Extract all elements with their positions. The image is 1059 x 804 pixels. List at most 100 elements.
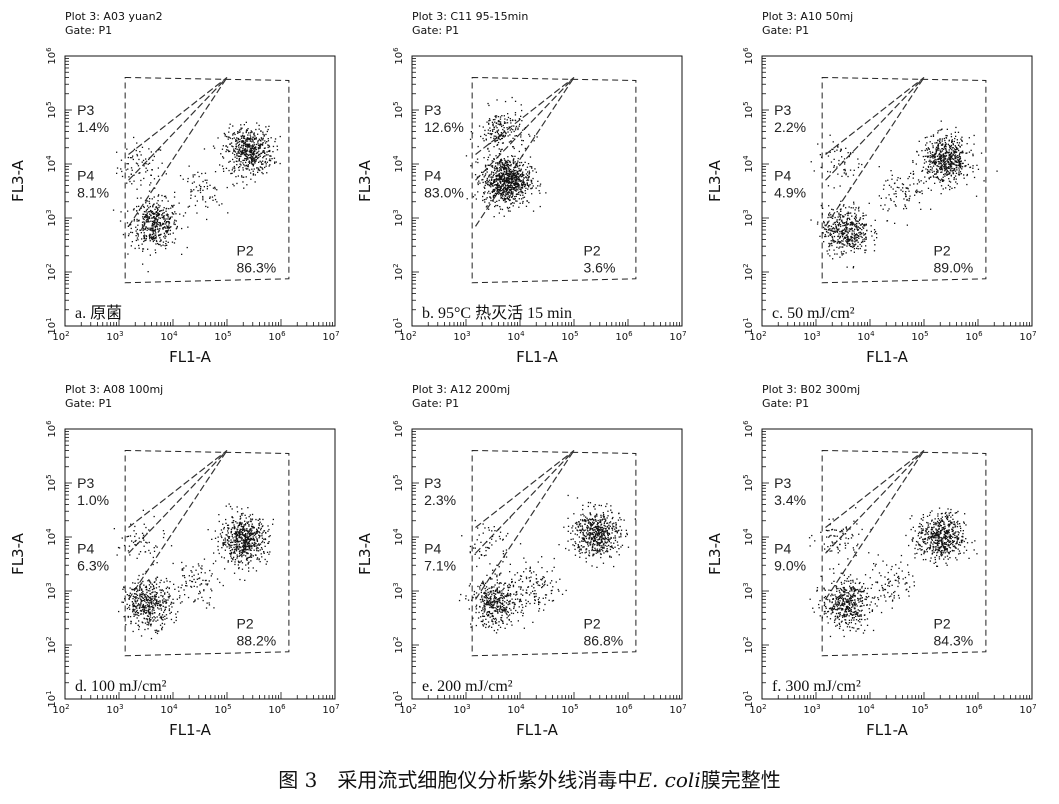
data-point — [152, 563, 154, 566]
data-point — [134, 608, 136, 611]
data-point — [148, 599, 151, 602]
data-point — [959, 165, 961, 168]
data-point — [165, 218, 167, 220]
data-point — [239, 521, 241, 523]
data-point — [167, 216, 169, 218]
data-point — [140, 154, 142, 156]
data-point — [227, 149, 229, 151]
data-point — [245, 143, 248, 145]
data-point — [949, 186, 951, 188]
data-point — [508, 168, 510, 170]
data-point — [516, 164, 518, 166]
data-point — [509, 118, 511, 120]
data-point — [858, 237, 860, 239]
data-point — [250, 157, 253, 159]
data-point — [213, 607, 215, 609]
data-point — [516, 193, 518, 195]
data-point — [927, 169, 929, 171]
data-point — [504, 161, 506, 163]
scatter-dots — [113, 503, 274, 640]
data-point — [245, 164, 248, 166]
data-point — [502, 195, 504, 197]
data-point — [240, 525, 242, 527]
data-point — [488, 122, 490, 124]
data-point — [244, 540, 246, 542]
data-point — [841, 246, 843, 248]
data-point — [123, 544, 126, 547]
data-point — [499, 167, 502, 169]
data-point — [225, 145, 227, 147]
data-point — [240, 546, 242, 549]
data-point — [489, 181, 491, 183]
data-point — [946, 167, 948, 169]
data-point — [948, 166, 950, 168]
data-point — [864, 233, 866, 236]
data-point — [193, 574, 195, 576]
data-point — [265, 158, 267, 160]
data-point — [153, 224, 155, 226]
y-axis-label: FL3-A — [9, 159, 27, 202]
data-point — [940, 157, 942, 160]
x-tick-exponent: 5 — [924, 330, 928, 338]
data-point — [504, 201, 506, 203]
data-point — [493, 128, 495, 130]
data-point — [250, 545, 252, 547]
data-point — [511, 185, 513, 187]
data-point — [256, 557, 259, 559]
data-point — [522, 181, 525, 183]
data-point — [253, 163, 255, 165]
data-point — [830, 233, 832, 236]
data-point — [492, 123, 494, 125]
data-point — [893, 200, 895, 203]
data-point — [853, 248, 856, 250]
data-point — [514, 119, 517, 122]
data-point — [194, 195, 196, 197]
data-point — [232, 133, 234, 135]
data-point — [497, 156, 499, 159]
data-point — [827, 253, 829, 255]
data-point — [956, 165, 958, 167]
data-point — [152, 225, 154, 227]
data-point — [906, 187, 909, 189]
data-point — [504, 191, 506, 193]
data-point — [847, 239, 849, 242]
data-point — [853, 217, 856, 219]
data-point — [138, 614, 140, 617]
data-point — [188, 165, 190, 167]
data-point — [132, 611, 134, 613]
data-point — [244, 528, 246, 530]
data-point — [916, 189, 918, 191]
data-point — [206, 182, 208, 184]
data-point — [853, 232, 855, 234]
data-point — [152, 205, 154, 207]
data-point — [160, 607, 162, 610]
data-point — [968, 137, 970, 139]
data-point — [933, 163, 935, 165]
data-point — [839, 236, 841, 238]
data-point — [850, 236, 853, 238]
data-point — [151, 227, 153, 229]
data-point — [135, 544, 137, 546]
y-tick-label: 106 — [742, 47, 755, 65]
data-point — [228, 527, 230, 529]
data-point — [954, 137, 956, 140]
data-point — [983, 180, 985, 182]
data-point — [937, 149, 939, 151]
data-point — [154, 225, 156, 227]
data-point — [487, 164, 489, 166]
data-point — [936, 165, 938, 167]
data-point — [838, 212, 840, 214]
data-point — [496, 190, 498, 192]
data-point — [248, 570, 250, 572]
x-tick-label: 105 — [561, 330, 578, 343]
data-point — [864, 223, 866, 226]
data-point — [250, 553, 252, 555]
data-point — [515, 190, 517, 192]
data-point — [841, 221, 844, 223]
data-point — [833, 187, 835, 189]
data-point — [145, 209, 148, 211]
data-point — [943, 160, 945, 162]
data-point — [831, 208, 833, 210]
data-point — [512, 176, 514, 178]
data-point — [836, 253, 838, 255]
